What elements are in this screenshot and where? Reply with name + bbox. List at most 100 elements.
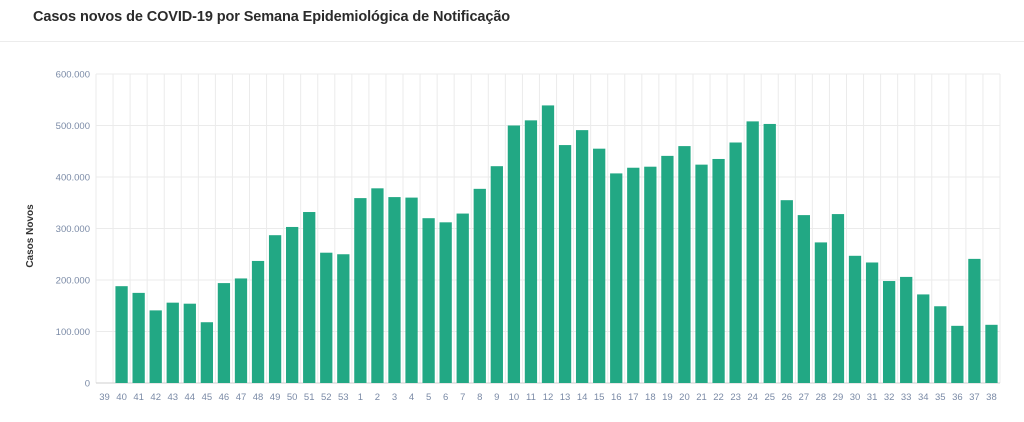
bar-week-22[interactable] — [712, 158, 725, 383]
bar-week-43[interactable] — [166, 302, 179, 383]
bar-week-51[interactable] — [303, 212, 316, 383]
x-tick-label: 47 — [236, 392, 247, 403]
y-axis: 0 100.000 200.000 300.000 400.000 500.000 600.… — [56, 70, 90, 390]
grid-layer — [95, 73, 1001, 384]
bar-week-10[interactable] — [507, 125, 521, 384]
x-tick-label: 35 — [935, 392, 946, 403]
bar-week-16[interactable] — [610, 173, 623, 383]
bar-week-25[interactable] — [763, 123, 776, 383]
x-tick-label: 42 — [150, 392, 161, 403]
x-tick-label: 5 — [426, 392, 431, 403]
x-tick-label: 28 — [816, 392, 827, 403]
x-tick-label: 21 — [696, 392, 707, 403]
bar-week-31[interactable] — [865, 262, 879, 383]
bar-week-19[interactable] — [661, 155, 674, 383]
x-tick-label: 41 — [133, 392, 144, 403]
bar-layer — [115, 105, 998, 384]
bar-week-33[interactable] — [900, 276, 913, 383]
x-tick-label: 24 — [747, 392, 758, 403]
x-tick-label: 25 — [764, 392, 775, 403]
bar-week-6[interactable] — [439, 222, 452, 383]
bar-week-32[interactable] — [882, 281, 896, 383]
x-tick-label: 52 — [321, 392, 332, 403]
bar-week-47[interactable] — [234, 278, 248, 383]
bar-week-18[interactable] — [644, 166, 657, 383]
x-tick-label: 53 — [338, 392, 349, 403]
x-tick-label: 22 — [713, 392, 724, 403]
x-axis: 39 40 41 42 43 44 45 46 47 48 49 50 51 52 53 1 2 3 4 5 6 7 8 9 1… — [99, 392, 997, 403]
x-tick-label: 9 — [494, 392, 499, 403]
bar-week-27[interactable] — [797, 215, 810, 383]
x-tick-label: 13 — [560, 392, 571, 403]
bar-week-36[interactable] — [951, 325, 964, 383]
bar-week-9[interactable] — [490, 166, 503, 383]
x-tick-label: 27 — [799, 392, 810, 403]
bar-week-44[interactable] — [183, 303, 196, 383]
bar-week-24[interactable] — [746, 121, 759, 383]
x-tick-label: 6 — [443, 392, 448, 403]
x-tick-label: 29 — [833, 392, 844, 403]
x-tick-label: 30 — [850, 392, 861, 403]
bar-week-20[interactable] — [678, 146, 691, 383]
bar-week-35[interactable] — [934, 306, 947, 383]
bar-week-26[interactable] — [780, 200, 793, 383]
x-tick-label: 15 — [594, 392, 605, 403]
x-tick-label: 3 — [392, 392, 397, 403]
x-tick-label: 39 — [99, 392, 110, 403]
x-tick-label: 37 — [969, 392, 980, 403]
x-tick-label: 51 — [304, 392, 315, 403]
y-axis-label: Casos Novos — [25, 204, 36, 268]
bar-week-49[interactable] — [268, 235, 282, 383]
bar-week-14[interactable] — [575, 130, 589, 383]
bar-week-5[interactable] — [422, 218, 435, 383]
y-tick-label: 600.000 — [56, 70, 90, 81]
x-tick-label: 44 — [185, 392, 196, 403]
bar-week-23[interactable] — [729, 142, 742, 384]
bar-week-29[interactable] — [831, 214, 845, 383]
bar-week-8[interactable] — [473, 188, 486, 383]
bar-week-1[interactable] — [354, 198, 367, 383]
bar-week-46[interactable] — [217, 283, 231, 383]
bar-week-28[interactable] — [814, 242, 828, 383]
bar-week-17[interactable] — [627, 167, 640, 383]
bar-week-3[interactable] — [388, 197, 401, 383]
x-tick-label: 32 — [884, 392, 895, 403]
bar-week-52[interactable] — [320, 252, 333, 383]
x-tick-label: 36 — [952, 392, 963, 403]
bar-week-21[interactable] — [695, 164, 708, 383]
y-tick-label: 0 — [85, 379, 90, 390]
x-tick-label: 38 — [986, 392, 997, 403]
bar-week-38[interactable] — [985, 324, 998, 383]
bar-week-4[interactable] — [405, 197, 418, 383]
bar-week-15[interactable] — [593, 148, 606, 383]
bar-week-12[interactable] — [541, 105, 555, 384]
bar-week-37[interactable] — [968, 258, 981, 383]
x-tick-label: 14 — [577, 392, 588, 403]
x-tick-label: 33 — [901, 392, 912, 403]
bar-week-45[interactable] — [200, 322, 214, 383]
bar-week-53[interactable] — [337, 254, 350, 383]
y-tick-label: 400.000 — [56, 173, 90, 184]
bar-week-13[interactable] — [558, 145, 572, 383]
x-tick-label: 49 — [270, 392, 281, 403]
bar-week-40[interactable] — [115, 286, 128, 383]
x-tick-label: 46 — [219, 392, 230, 403]
bar-week-48[interactable] — [251, 260, 265, 383]
chart-title: Casos novos de COVID-19 por Semana Epide… — [33, 9, 511, 25]
bar-week-50[interactable] — [286, 226, 299, 383]
bar-week-30[interactable] — [848, 255, 862, 383]
bar-week-11[interactable] — [524, 120, 538, 383]
x-tick-label: 40 — [116, 392, 127, 403]
y-tick-label: 500.000 — [56, 121, 90, 132]
x-tick-label: 23 — [730, 392, 741, 403]
x-tick-label: 43 — [167, 392, 178, 403]
x-tick-label: 7 — [460, 392, 465, 403]
x-tick-label: 1 — [358, 392, 363, 403]
bar-week-7[interactable] — [456, 213, 469, 383]
bar-week-2[interactable] — [371, 188, 384, 383]
bar-week-34[interactable] — [917, 294, 930, 383]
bar-week-42[interactable] — [149, 310, 162, 383]
bar-week-41[interactable] — [132, 292, 145, 384]
